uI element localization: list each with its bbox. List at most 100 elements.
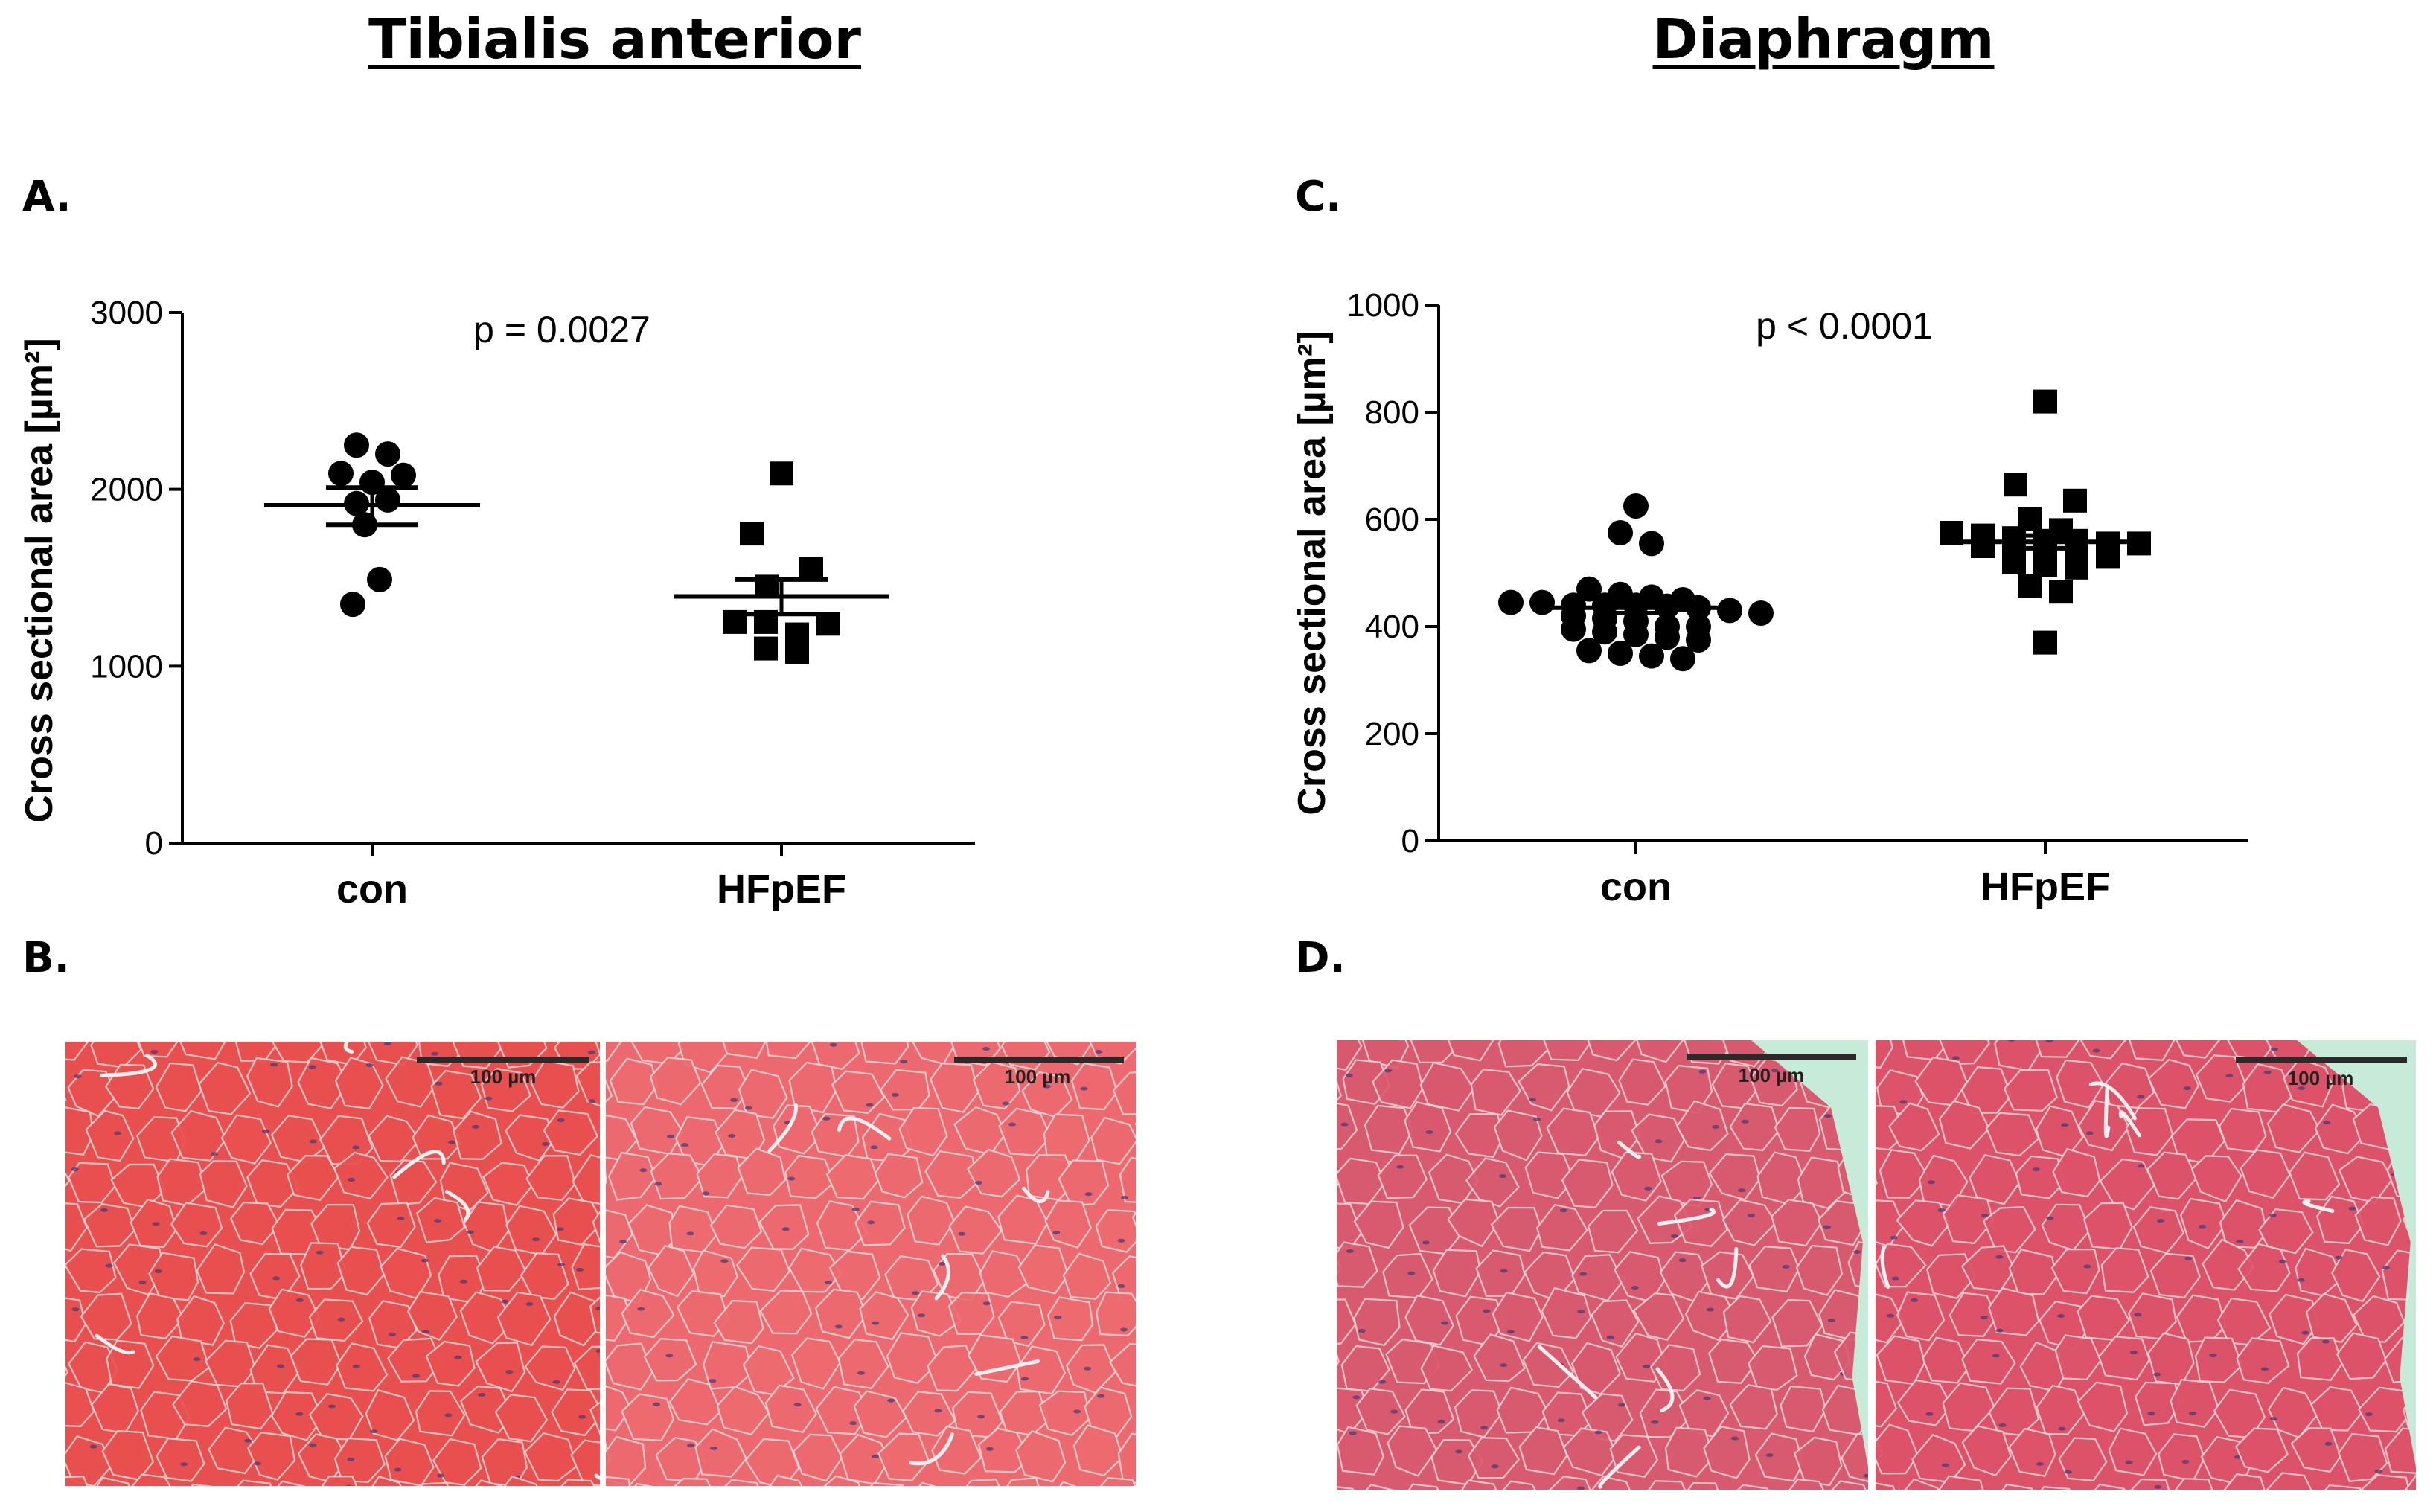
muscle-fiber <box>2008 1427 2056 1477</box>
nucleus <box>1340 1122 1349 1127</box>
muscle-fiber <box>573 1345 600 1391</box>
muscle-fiber <box>520 1252 569 1300</box>
muscle-fiber <box>2077 1381 2129 1432</box>
data-point-con <box>1576 638 1602 664</box>
muscle-fiber <box>2195 1054 2247 1103</box>
micrograph-texture <box>1337 1040 1868 1490</box>
nucleus <box>825 1280 833 1284</box>
nucleus <box>253 1461 261 1466</box>
nucleus <box>100 1208 108 1212</box>
muscle-fiber <box>758 1204 810 1250</box>
muscle-fiber <box>589 1401 600 1435</box>
muscle-fiber <box>592 1211 600 1244</box>
data-point-HFpEF <box>785 640 809 664</box>
nucleus <box>74 1074 82 1079</box>
micrograph-texture <box>606 1042 1136 1486</box>
muscle-fiber <box>1631 1113 1686 1163</box>
nucleus <box>2323 1121 2331 1125</box>
nucleus <box>849 1421 857 1426</box>
data-point-con <box>375 441 400 467</box>
panel-label-a: A. <box>22 173 71 221</box>
muscle-fiber <box>784 1155 835 1199</box>
nucleus <box>434 1219 442 1223</box>
muscle-fiber <box>2108 1427 2158 1476</box>
panel-label-b: B. <box>22 934 70 982</box>
muscle-fiber <box>674 1477 711 1486</box>
nucleus <box>1631 1286 1639 1290</box>
y-tick-label: 400 <box>1365 609 1419 645</box>
muscle-fiber <box>1896 1291 1946 1342</box>
data-point-con <box>1623 621 1649 647</box>
muscle-fiber <box>2041 1485 2071 1490</box>
nucleus <box>1655 1139 1663 1144</box>
nucleus <box>1827 1318 1835 1322</box>
nucleus <box>872 1454 880 1458</box>
nucleus <box>1073 1409 1081 1414</box>
muscle-fiber <box>1337 1486 1355 1490</box>
muscle-fiber <box>299 1242 347 1290</box>
nucleus <box>1823 1114 1832 1118</box>
nucleus <box>467 1230 475 1234</box>
muscle-fiber <box>2305 1292 2358 1343</box>
muscle-fiber <box>199 1160 248 1208</box>
nucleus <box>435 1081 443 1086</box>
muscle-fiber <box>1355 1388 1406 1435</box>
muscle-fiber <box>1793 1436 1843 1487</box>
muscle-fiber <box>1111 1255 1136 1302</box>
nucleus <box>793 1403 802 1407</box>
nucleus <box>180 1462 188 1467</box>
nucleus <box>2321 1339 2330 1344</box>
y-tick-label: 1000 <box>1346 287 1419 324</box>
muscle-fiber <box>1006 1477 1040 1486</box>
data-point-HFpEF <box>2033 389 2057 414</box>
muscle-fiber <box>1982 1205 2036 1254</box>
nucleus <box>934 1409 942 1413</box>
nucleus <box>1352 1395 1361 1400</box>
nucleus <box>1911 1298 1919 1303</box>
muscle-fiber <box>1072 1424 1124 1477</box>
muscle-fiber <box>138 1042 179 1058</box>
muscle-fiber <box>148 1252 199 1301</box>
nucleus <box>1491 1464 1499 1469</box>
nucleus <box>525 1301 534 1306</box>
muscle-fiber <box>589 1296 600 1334</box>
muscle-fiber <box>286 1154 340 1202</box>
nucleus <box>1887 1313 1895 1318</box>
muscle-fiber <box>246 1159 300 1208</box>
nucleus <box>308 1065 316 1069</box>
muscle-fiber <box>475 1342 526 1393</box>
muscle-fiber <box>496 1291 552 1347</box>
muscle-fiber <box>2324 1484 2362 1490</box>
nucleus <box>1771 1069 1779 1073</box>
muscle-fiber <box>1988 1287 2040 1336</box>
nucleus <box>352 1145 360 1150</box>
muscle-fiber <box>1454 1113 1505 1159</box>
data-point-con <box>391 462 416 488</box>
muscle-fiber <box>1096 1291 1136 1336</box>
muscle-fiber <box>2354 1196 2402 1246</box>
nucleus <box>1995 1328 2004 1333</box>
y-tick-label: 3000 <box>90 295 163 331</box>
muscle-fiber <box>504 1475 538 1486</box>
nucleus <box>1559 1208 1567 1213</box>
muscle-fiber <box>811 1042 860 1070</box>
nucleus <box>1618 1403 1626 1407</box>
muscle-fiber <box>643 1338 697 1382</box>
muscle-fiber <box>2218 1107 2267 1153</box>
nucleus <box>150 1050 159 1054</box>
nucleus <box>1500 1269 1508 1273</box>
nucleus <box>2064 1470 2072 1474</box>
nucleus <box>2036 1461 2044 1466</box>
nucleus <box>1345 1073 1353 1077</box>
muscle-fiber <box>1774 1106 1821 1152</box>
muscle-fiber <box>713 1299 764 1345</box>
muscle-fiber <box>709 1204 763 1249</box>
muscle-fiber <box>1904 1478 1940 1490</box>
muscle-fiber <box>308 1298 364 1342</box>
muscle-fiber <box>2054 1334 2102 1381</box>
muscle-fiber <box>877 1432 930 1481</box>
muscle-fiber <box>814 1288 868 1339</box>
muscle-fiber <box>1771 1298 1823 1348</box>
muscle-fiber <box>1420 1345 1474 1392</box>
